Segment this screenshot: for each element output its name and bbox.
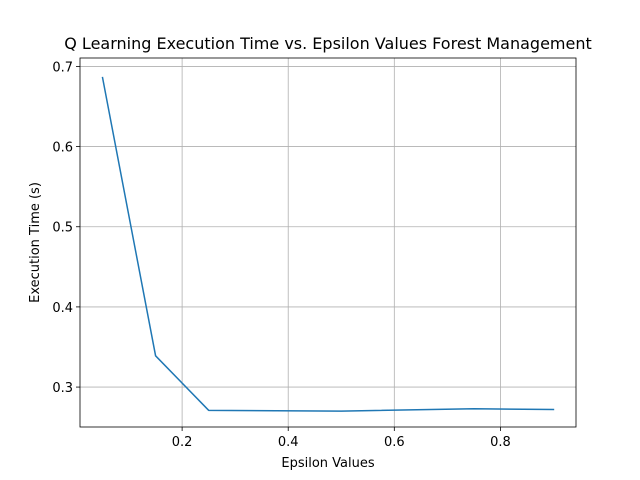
x-tick-label: 0.8 [490, 435, 511, 450]
y-tick-label: 0.7 [52, 60, 73, 75]
x-tick-label: 0.2 [172, 435, 193, 450]
x-tick-label: 0.4 [278, 435, 299, 450]
plot-frame [79, 57, 577, 428]
series-line [101, 76, 555, 412]
y-tick-label: 0.3 [52, 381, 73, 396]
y-tick-label: 0.4 [52, 301, 73, 316]
x-axis: 0.2 0.4 0.6 0.8 [172, 427, 511, 450]
series-group [101, 76, 555, 412]
y-axis-label: Execution Time (s) [28, 182, 43, 303]
chart-title: Q Learning Execution Time vs. Epsilon Va… [64, 34, 592, 53]
grid [80, 58, 576, 427]
y-tick-label: 0.6 [52, 141, 73, 156]
y-tick-label: 0.5 [52, 221, 73, 236]
y-axis: 0.3 0.4 0.5 0.6 0.7 [52, 60, 80, 396]
x-axis-label: Epsilon Values [281, 456, 374, 471]
x-tick-label: 0.6 [384, 435, 405, 450]
